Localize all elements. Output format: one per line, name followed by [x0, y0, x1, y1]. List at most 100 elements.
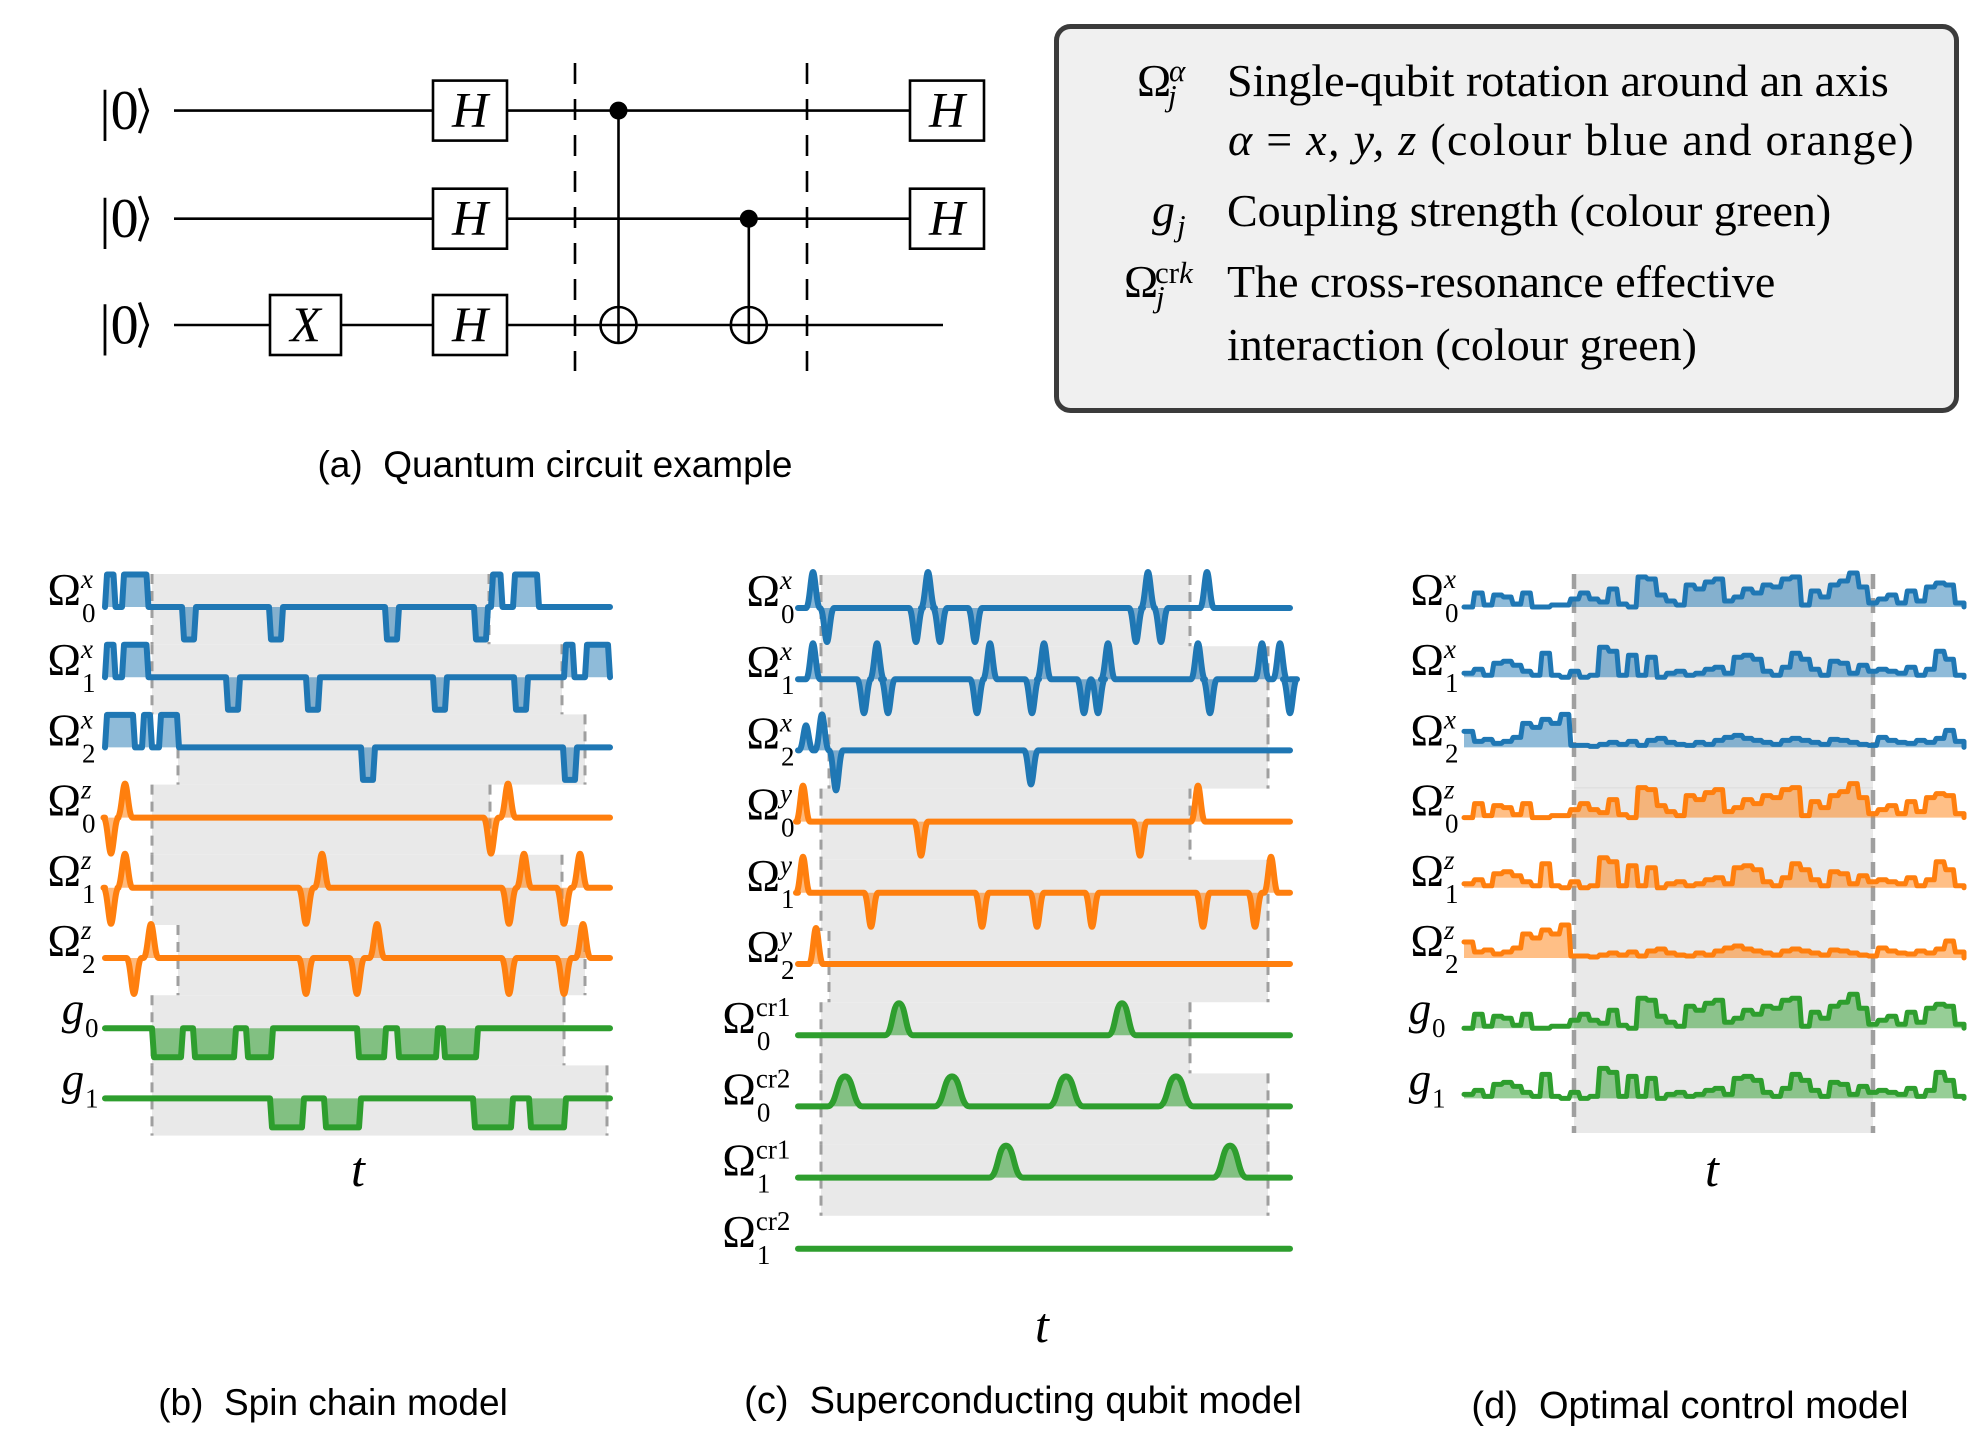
svg-text:2: 2 [781, 955, 795, 985]
svg-text:cr1: cr1 [756, 992, 790, 1022]
svg-text:z: z [1443, 775, 1455, 805]
svg-text:Ω: Ω [747, 922, 780, 972]
svg-text:Ω: Ω [1411, 776, 1444, 826]
svg-text:(a) Quantum circuit example: (a) Quantum circuit example [317, 444, 792, 485]
svg-text:1: 1 [781, 884, 795, 914]
svg-text:H: H [928, 82, 968, 138]
svg-text:x: x [779, 707, 792, 737]
svg-text:2: 2 [82, 738, 96, 768]
svg-text:X: X [288, 296, 323, 352]
svg-text:interaction (colour green): interaction (colour green) [1227, 319, 1697, 370]
svg-text:0: 0 [757, 1026, 771, 1056]
svg-text:t: t [351, 1141, 366, 1197]
svg-text:1: 1 [82, 879, 96, 909]
svg-text:crk: crk [1155, 255, 1194, 290]
svg-text:(b) Spin chain model: (b) Spin chain model [158, 1382, 508, 1423]
svg-text:2: 2 [781, 741, 795, 771]
svg-text:|0: |0 [99, 80, 138, 142]
svg-text:g: g [62, 984, 85, 1034]
svg-text:x: x [1443, 704, 1456, 734]
svg-text:H: H [451, 296, 491, 352]
svg-text:Ω: Ω [1411, 705, 1444, 755]
svg-text:Ω: Ω [1411, 635, 1444, 685]
svg-text:2: 2 [1445, 949, 1459, 979]
svg-text:0: 0 [85, 1013, 99, 1043]
svg-text:Ω: Ω [48, 635, 81, 685]
svg-text:cr1: cr1 [756, 1135, 790, 1165]
svg-text:j: j [1164, 78, 1177, 113]
svg-text:H: H [928, 190, 968, 246]
svg-text:1: 1 [82, 668, 96, 698]
svg-text:Ω: Ω [48, 705, 81, 755]
svg-text:1: 1 [757, 1169, 771, 1199]
svg-text:y: y [777, 921, 792, 951]
svg-text:0: 0 [1445, 598, 1459, 628]
svg-text:cr2: cr2 [756, 1206, 790, 1236]
svg-text:0: 0 [757, 1097, 771, 1127]
svg-text:1: 1 [781, 670, 795, 700]
svg-text:|0: |0 [99, 295, 138, 357]
svg-text:The cross-resonance effective: The cross-resonance effective [1227, 256, 1775, 307]
svg-text:1: 1 [1445, 668, 1459, 698]
svg-text:2: 2 [1445, 738, 1459, 768]
svg-text:0: 0 [82, 598, 96, 628]
svg-text:z: z [80, 845, 92, 875]
svg-text:t: t [1705, 1141, 1720, 1197]
svg-text:Ω: Ω [1124, 256, 1158, 307]
svg-text:Ω: Ω [48, 565, 81, 615]
svg-text:Ω: Ω [1137, 55, 1171, 106]
svg-text:t: t [1035, 1297, 1050, 1353]
svg-text:Ω: Ω [1411, 565, 1444, 615]
svg-text:Ω: Ω [1411, 916, 1444, 966]
svg-text:Coupling strength (colour gree: Coupling strength (colour green) [1227, 185, 1831, 236]
svg-text:x: x [80, 634, 93, 664]
svg-text:y: y [777, 779, 792, 809]
svg-text:1: 1 [1445, 879, 1459, 909]
svg-text:2: 2 [82, 949, 96, 979]
svg-text:x: x [779, 636, 792, 666]
svg-text:1: 1 [757, 1240, 771, 1270]
svg-text:Ω: Ω [48, 846, 81, 896]
svg-text:0: 0 [1432, 1013, 1446, 1043]
svg-text:Ω: Ω [747, 708, 780, 758]
svg-text:(d) Optimal control model: (d) Optimal control model [1471, 1385, 1908, 1427]
svg-text:j: j [1152, 279, 1165, 314]
svg-text:Ω: Ω [48, 776, 81, 826]
svg-text:z: z [80, 775, 92, 805]
svg-text:Ω: Ω [722, 1207, 755, 1257]
svg-text:Ω: Ω [722, 993, 755, 1043]
svg-text:g: g [1152, 185, 1175, 236]
svg-text:g: g [1409, 1054, 1432, 1104]
svg-text:Ω: Ω [747, 780, 780, 830]
svg-text:0: 0 [781, 599, 795, 629]
svg-text:x: x [1443, 634, 1456, 664]
svg-text:Ω: Ω [722, 1136, 755, 1186]
svg-text:Ω: Ω [48, 916, 81, 966]
svg-text:Ω: Ω [747, 566, 780, 616]
svg-text:x: x [779, 565, 792, 595]
svg-text:x: x [80, 564, 93, 594]
svg-text:Ω: Ω [747, 851, 780, 901]
svg-text:Single-qubit rotation around a: Single-qubit rotation around an axis [1227, 55, 1889, 106]
svg-text:Ω: Ω [1411, 846, 1444, 896]
svg-text:1: 1 [85, 1083, 99, 1113]
svg-text:x: x [1443, 564, 1456, 594]
svg-text:α: α [1169, 53, 1186, 88]
svg-text:cr2: cr2 [756, 1063, 790, 1093]
svg-text:H: H [451, 190, 491, 246]
svg-text:z: z [1443, 915, 1455, 945]
svg-text:|0: |0 [99, 188, 138, 250]
svg-text:z: z [1443, 845, 1455, 875]
svg-text:0: 0 [82, 809, 96, 839]
svg-text:z: z [80, 915, 92, 945]
svg-text:g: g [1409, 984, 1432, 1034]
svg-text:j: j [1173, 208, 1186, 243]
svg-text:x: x [80, 704, 93, 734]
svg-text:0: 0 [781, 813, 795, 843]
svg-text:y: y [777, 850, 792, 880]
svg-text:H: H [451, 82, 491, 138]
svg-text:1: 1 [1432, 1083, 1446, 1113]
svg-text:α = x, y, z (colour blue and o: α = x, y, z (colour blue and orange) [1228, 114, 1915, 165]
svg-text:Ω: Ω [747, 637, 780, 687]
svg-text:(c) Superconducting qubit mod: (c) Superconducting qubit model [744, 1380, 1302, 1422]
